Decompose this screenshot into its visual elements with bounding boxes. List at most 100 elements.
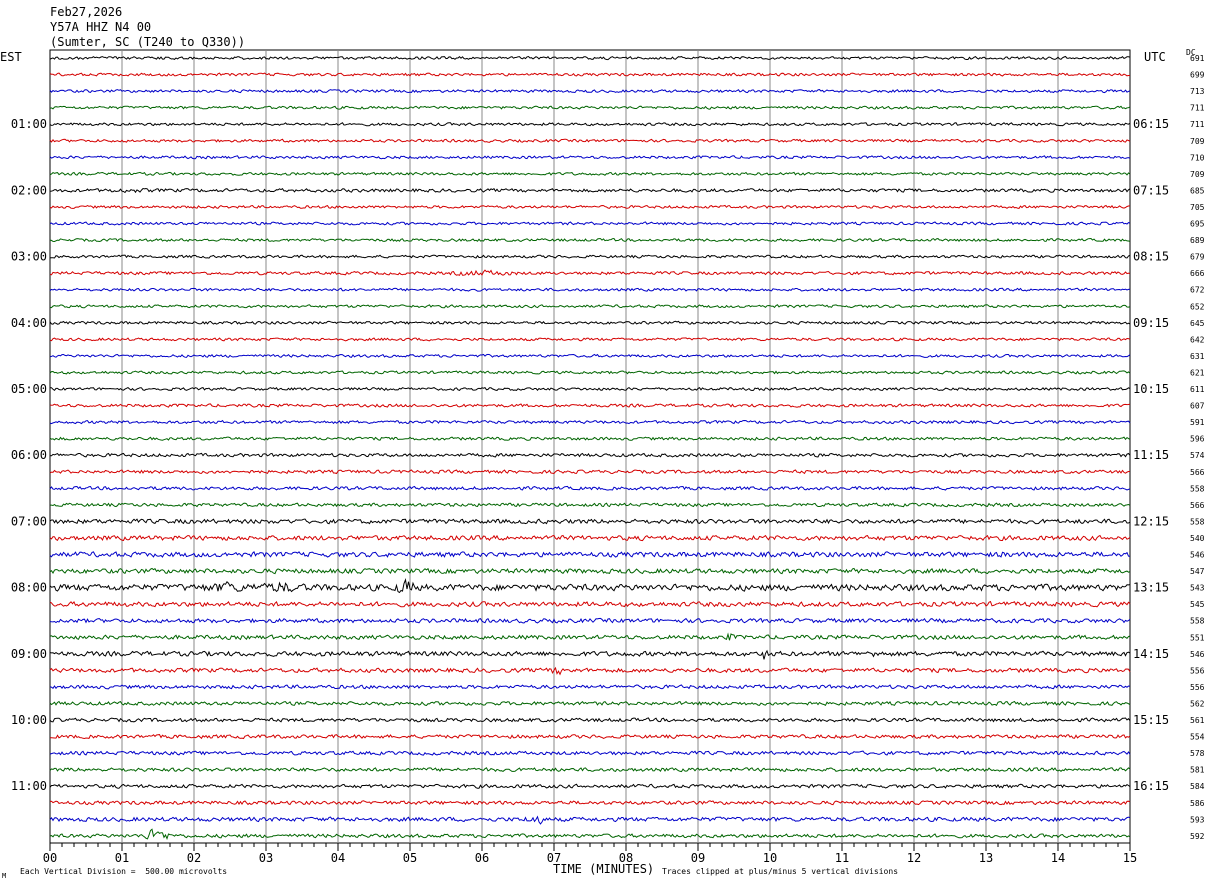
left-hour-label: 09:00 [11, 647, 47, 661]
left-timezone-label: EST [0, 50, 22, 64]
dc-offset-value: 709 [1190, 137, 1205, 146]
trace-line [50, 386, 1131, 392]
dc-offset-value: 685 [1190, 186, 1205, 195]
dc-offset-value: 666 [1190, 269, 1205, 278]
dc-offset-header: DC [1186, 48, 1196, 57]
trace-line [49, 551, 1131, 558]
trace-line [49, 767, 1131, 773]
dc-offset-value: 592 [1190, 832, 1205, 841]
trace-line [49, 105, 1131, 110]
trace-line [49, 436, 1131, 441]
x-tick-label: 06 [475, 851, 489, 865]
station-code: Y57A HHZ N4 00 [50, 20, 152, 34]
dc-offset-value: 711 [1190, 120, 1205, 129]
dc-offset-value: 551 [1190, 633, 1205, 642]
trace-line [49, 187, 1131, 194]
trace-line [49, 783, 1131, 789]
trace-line [49, 320, 1131, 325]
dc-offset-value: 558 [1190, 484, 1205, 493]
dc-offset-value: 699 [1190, 71, 1205, 80]
x-tick-label: 02 [187, 851, 201, 865]
dc-offset-value: 581 [1190, 766, 1205, 775]
dc-offset-value: 709 [1190, 170, 1205, 179]
dc-offset-value: 642 [1190, 335, 1205, 344]
corner-mark: M [2, 872, 7, 880]
x-tick-label: 13 [979, 851, 993, 865]
dc-offset-value: 691 [1190, 54, 1205, 63]
trace-line [49, 403, 1131, 408]
minute-gridlines [49, 49, 1131, 851]
trace-line [49, 72, 1130, 77]
x-tick-label: 08 [619, 851, 633, 865]
trace-line [49, 600, 1131, 608]
dc-offset-value: 611 [1190, 385, 1205, 394]
trace-line [49, 700, 1131, 707]
trace-line [49, 800, 1131, 806]
dc-offset-value: 574 [1190, 451, 1205, 460]
trace-line [49, 666, 1131, 676]
trace-line [49, 419, 1131, 425]
dc-offset-value: 591 [1190, 418, 1205, 427]
left-hour-label: 07:00 [11, 514, 47, 528]
trace-line [49, 684, 1131, 690]
dc-offset-value: 556 [1190, 666, 1205, 675]
right-hour-label: 06:15 [1133, 117, 1169, 131]
dc-offset-value: 546 [1190, 650, 1205, 659]
right-hour-label: 16:15 [1133, 779, 1169, 793]
axis-labels: 00 01 02 03 04 05 06 07 08 09 10 11 12 13 14 15 691 699 71… [11, 54, 1205, 865]
x-tick-label: 10 [763, 851, 777, 865]
x-tick-label: 04 [331, 851, 345, 865]
right-hour-label: 14:15 [1133, 647, 1169, 661]
trace-line [49, 828, 1131, 841]
left-hour-label: 10:00 [11, 713, 47, 727]
left-hour-label: 02:00 [11, 183, 47, 197]
trace-line [49, 287, 1131, 292]
right-hour-label: 11:15 [1133, 448, 1169, 462]
dc-offset-value: 546 [1190, 551, 1205, 560]
x-tick-label: 05 [403, 851, 417, 865]
x-tick-label: 07 [547, 851, 561, 865]
trace-line [49, 155, 1131, 160]
trace-line [49, 649, 1131, 660]
dc-offset-value: 578 [1190, 749, 1205, 758]
left-hour-label: 01:00 [11, 117, 47, 131]
x-axis-title: TIME (MINUTES) [553, 862, 655, 876]
trace-line [49, 89, 1131, 94]
x-tick-label: 15 [1123, 851, 1137, 865]
dc-offset-value: 621 [1190, 368, 1205, 377]
dc-offset-value: 586 [1190, 799, 1205, 808]
right-hour-label: 13:15 [1133, 581, 1169, 595]
left-hour-label: 06:00 [11, 448, 47, 462]
trace-line [49, 469, 1131, 475]
right-hour-label: 08:15 [1133, 250, 1169, 264]
dc-offset-value: 566 [1190, 501, 1205, 510]
left-hour-label: 05:00 [11, 382, 47, 396]
trace-line [49, 55, 1131, 61]
dc-offset-value: 558 [1190, 517, 1205, 526]
dc-offset-value: 695 [1190, 220, 1205, 229]
left-hour-label: 08:00 [11, 581, 47, 595]
x-tick-label: 12 [907, 851, 921, 865]
station-location: (Sumter, SC (T240 to Q330)) [50, 35, 246, 49]
trace-line [50, 734, 1131, 740]
trace-line [49, 237, 1131, 243]
dc-offset-value: 593 [1190, 815, 1205, 824]
dc-offset-value: 596 [1190, 435, 1205, 444]
x-tick-label: 09 [691, 851, 705, 865]
right-hour-label: 12:15 [1133, 514, 1169, 528]
scale-note: Each Vertical Division = 500.00 microvol… [20, 867, 228, 876]
trace-line [49, 750, 1131, 756]
left-hour-label: 04:00 [11, 316, 47, 330]
trace-line [49, 534, 1131, 542]
dc-offset-value: 607 [1190, 402, 1205, 411]
trace-line [49, 122, 1131, 127]
dc-offset-value: 631 [1190, 352, 1205, 361]
left-hour-label: 11:00 [11, 779, 47, 793]
x-tick-label: 14 [1051, 851, 1065, 865]
dc-offset-value: 562 [1190, 699, 1205, 708]
right-hour-label: 07:15 [1133, 183, 1169, 197]
dc-offset-value: 652 [1190, 302, 1205, 311]
dc-offset-value: 705 [1190, 203, 1205, 212]
trace-line [49, 304, 1131, 309]
